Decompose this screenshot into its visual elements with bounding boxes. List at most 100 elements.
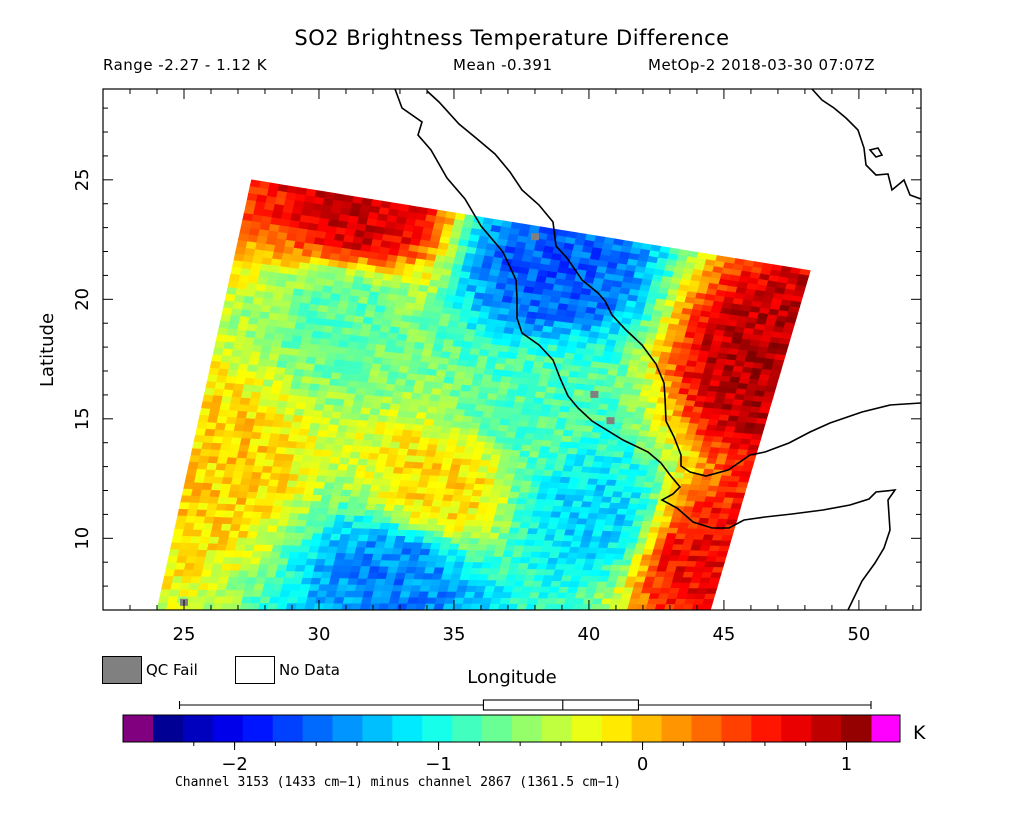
swath-cell	[299, 545, 311, 554]
swath-cell	[582, 530, 594, 537]
swath-cell	[659, 587, 671, 595]
swath-cell	[545, 528, 557, 536]
swath-cell	[705, 588, 718, 595]
swath-cell	[236, 410, 248, 419]
swath-cell	[479, 568, 491, 575]
swath-cell	[420, 468, 432, 477]
swath-cell	[533, 504, 545, 512]
swath-cell	[234, 504, 246, 513]
swath-cell	[331, 603, 344, 610]
swath-cell	[599, 570, 611, 577]
swath-cell	[358, 374, 370, 383]
swath-cell	[502, 479, 514, 487]
swath-cell	[341, 483, 354, 491]
swath-cell	[637, 464, 650, 472]
swath-cell	[454, 555, 467, 563]
swath-cell	[630, 492, 642, 500]
swath-cell	[450, 383, 463, 392]
swath-cell	[622, 451, 635, 459]
swath-cell	[370, 401, 383, 410]
qc-fail-swatch	[102, 656, 142, 684]
swath-cell	[361, 439, 374, 448]
swath-cell	[596, 409, 608, 417]
swath-cell	[551, 575, 564, 582]
swath-cell	[275, 320, 288, 329]
swath-cell	[204, 428, 216, 437]
swath-cell	[502, 586, 514, 593]
swath-cell	[306, 474, 318, 483]
swath-cell	[457, 396, 469, 405]
swath-cell	[333, 559, 345, 567]
swath-cell	[522, 474, 534, 482]
swath-cell	[491, 484, 503, 492]
swath-cell	[580, 431, 593, 439]
swath-cell	[590, 570, 602, 577]
swath-cell	[574, 419, 587, 427]
swath-cell	[627, 469, 639, 477]
swath-cell	[481, 411, 494, 419]
swath-cell	[316, 552, 328, 560]
swath-cell	[285, 361, 297, 370]
swath-cell	[467, 391, 480, 400]
swath-cell	[571, 430, 584, 438]
swath-cell	[343, 438, 355, 447]
swath-cell	[182, 569, 194, 578]
swath-cell	[546, 416, 559, 425]
swath-cell	[722, 497, 735, 504]
swath-cell	[206, 374, 219, 383]
swath-cell	[539, 445, 551, 454]
swath-cell	[688, 484, 701, 492]
swath-cell	[287, 394, 299, 403]
swath-cell	[281, 460, 294, 469]
swath-cell	[222, 389, 234, 398]
swath-cell	[250, 431, 263, 440]
swath-cell	[259, 518, 271, 527]
swath-cell	[423, 493, 436, 501]
swath-cell	[180, 495, 192, 504]
swath-cell	[320, 495, 332, 503]
swath-cell	[192, 522, 205, 531]
swath-cell	[718, 545, 730, 553]
swath-cell	[310, 377, 322, 386]
swath-cell	[422, 499, 434, 507]
swath-cell	[380, 516, 393, 524]
swath-cell	[373, 547, 385, 555]
swath-cell	[366, 459, 378, 467]
colorbar-segment	[811, 715, 842, 742]
swath-cell	[303, 526, 316, 534]
swath-cell	[299, 584, 311, 592]
swath-cell	[321, 449, 334, 458]
swath-cell	[312, 488, 325, 496]
qc-fail-cell	[606, 417, 615, 425]
swath-cell	[307, 590, 319, 598]
swath-cell	[363, 547, 376, 555]
swath-cell	[248, 357, 260, 367]
swath-cell	[226, 369, 239, 378]
swath-cell	[325, 514, 337, 522]
swath-cell	[366, 420, 378, 429]
swath-cell	[297, 552, 310, 560]
swath-cell	[494, 400, 506, 408]
swath-cell	[192, 482, 204, 491]
swath-cell	[188, 502, 200, 511]
swath-cell	[536, 528, 548, 536]
swath-cell	[372, 472, 385, 480]
swath-cell	[278, 596, 290, 604]
swath-cell	[220, 396, 233, 405]
swath-cell	[361, 401, 373, 409]
swath-cell	[344, 393, 356, 402]
swath-cell	[476, 471, 488, 480]
swath-cell	[636, 537, 648, 545]
swath-cell	[295, 480, 308, 489]
swath-cell	[314, 558, 327, 567]
swath-cell	[431, 536, 444, 544]
swath-cell	[263, 372, 276, 381]
swath-cell	[270, 590, 282, 598]
swath-cell	[249, 518, 262, 526]
swath-cell	[434, 413, 446, 422]
swath-cell	[562, 465, 574, 473]
swath-cell	[216, 543, 228, 552]
swath-cell	[329, 417, 341, 426]
swath-cell	[283, 532, 296, 540]
swath-cell	[571, 569, 584, 577]
